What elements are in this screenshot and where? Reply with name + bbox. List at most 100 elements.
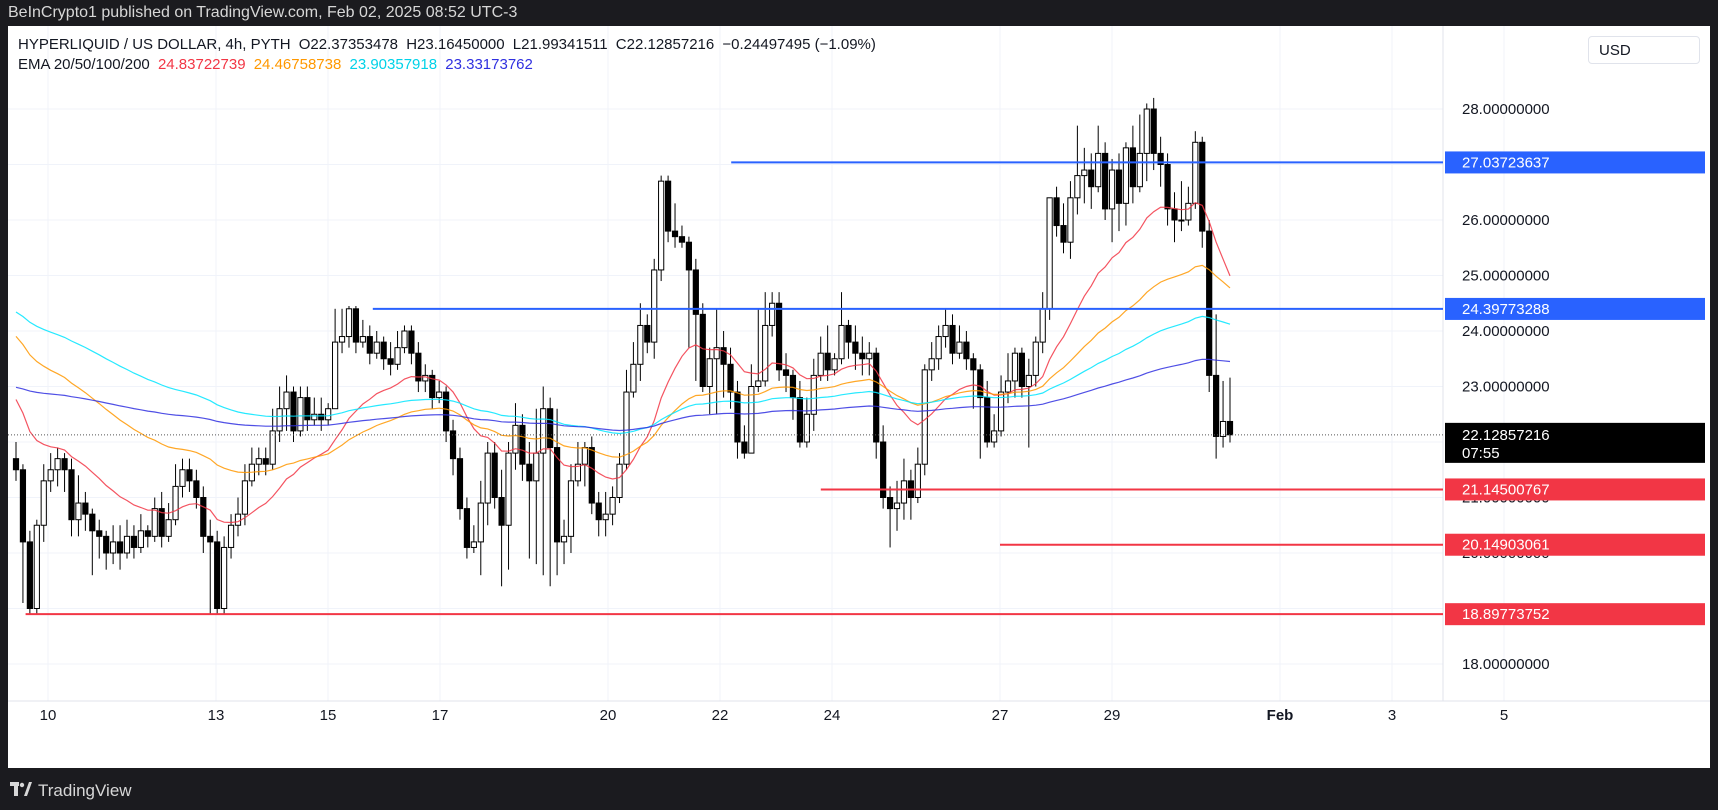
- candle-body: [810, 374, 817, 415]
- candle-body: [526, 463, 533, 482]
- level-tag-label: 27.03723637: [1462, 154, 1550, 171]
- candle-body: [470, 541, 477, 548]
- ema100-value: 23.90357918: [349, 56, 438, 73]
- candle-body: [817, 352, 824, 376]
- candle-body: [914, 463, 921, 499]
- candle-body: [928, 358, 935, 371]
- candle-body: [762, 324, 769, 382]
- candle-body: [1150, 108, 1157, 154]
- close-value: C22.12857216: [615, 36, 715, 53]
- candle-body: [769, 302, 776, 326]
- level-tag-label: 18.89773752: [1462, 606, 1550, 623]
- ema50-line: [15, 264, 1231, 474]
- candle-body: [110, 541, 117, 554]
- candle-body: [900, 480, 908, 504]
- time-tick-label: 13: [208, 707, 225, 724]
- candle-body: [172, 485, 179, 521]
- candle-body: [401, 330, 408, 349]
- candle-body: [866, 352, 873, 360]
- candle-body: [852, 341, 859, 354]
- high-value: H23.16450000: [406, 36, 505, 53]
- candle-body: [963, 341, 970, 360]
- candle-body: [512, 424, 519, 454]
- candle-body: [630, 363, 637, 393]
- candle-body: [970, 358, 977, 371]
- candle-body: [1095, 152, 1102, 188]
- candle-body: [283, 391, 290, 410]
- candle-body: [338, 336, 346, 343]
- candle-body: [193, 480, 200, 499]
- level-tag-label: 21.14500767: [1462, 481, 1550, 498]
- candle-body: [54, 458, 61, 471]
- candle-body: [602, 513, 609, 521]
- candle-body: [186, 469, 193, 482]
- candle-body: [1199, 141, 1206, 232]
- countdown-label: 07:55: [1462, 445, 1500, 462]
- time-tick-label: 3: [1388, 707, 1396, 724]
- candle-body: [824, 352, 831, 371]
- candle-body: [803, 413, 810, 443]
- time-tick-label: 17: [432, 707, 449, 724]
- candle-body: [26, 541, 33, 610]
- footer-brand: TradingView: [38, 781, 132, 800]
- candle-body: [89, 513, 96, 532]
- candle-body: [130, 535, 138, 548]
- candle-body: [547, 408, 554, 449]
- candle-body: [1060, 225, 1067, 243]
- candle-body: [325, 408, 332, 421]
- candle-body: [789, 374, 797, 399]
- candle-body: [873, 352, 880, 443]
- ema200-line: [15, 358, 1231, 432]
- ema-legend: EMA 20/50/100/200 24.83722739 24.4675873…: [18, 56, 537, 73]
- currency-selector[interactable]: USD: [1588, 36, 1700, 64]
- symbol-legend: HYPERLIQUID / US DOLLAR, 4h, PYTH O22.37…: [18, 36, 880, 53]
- candle-body: [311, 413, 318, 421]
- candle-body: [782, 369, 790, 376]
- candle-body: [637, 324, 644, 365]
- candle-body: [137, 530, 144, 548]
- candle-body: [921, 369, 928, 465]
- candle-body: [741, 441, 748, 454]
- candle-body: [664, 180, 672, 232]
- candle-body: [949, 324, 956, 354]
- candle-body: [116, 541, 124, 554]
- candle-body: [1053, 197, 1060, 227]
- publisher-text: BeInCrypto1 published on TradingView.com…: [8, 4, 518, 21]
- time-tick-label: 24: [824, 707, 841, 724]
- candle-body: [40, 480, 47, 526]
- candle-body: [1039, 308, 1046, 343]
- candle-body: [359, 336, 366, 343]
- candle-body: [796, 397, 803, 443]
- candle-body: [1018, 352, 1025, 388]
- candle-body: [748, 386, 755, 454]
- candle-body: [720, 347, 727, 365]
- candle-body: [1157, 152, 1164, 166]
- candle-body: [1164, 164, 1171, 210]
- candle-body: [1025, 374, 1032, 387]
- candle-body: [179, 469, 186, 487]
- candle-body: [456, 458, 464, 510]
- candle-body: [1074, 175, 1081, 199]
- candle-body: [262, 458, 269, 465]
- candle-body: [1213, 374, 1220, 437]
- candle-body: [567, 480, 575, 537]
- candle-body: [956, 341, 963, 354]
- candle-body: [991, 430, 998, 443]
- candle-body: [207, 535, 214, 543]
- chart-panel[interactable]: 18.0000000019.0000000020.0000000021.0000…: [8, 26, 1710, 768]
- candle-body: [616, 463, 623, 499]
- candle-body: [214, 541, 221, 610]
- candle-body: [1122, 147, 1130, 204]
- time-tick-label: 20: [600, 707, 617, 724]
- price-chart[interactable]: 18.0000000019.0000000020.0000000021.0000…: [8, 26, 1710, 768]
- candle-body: [713, 347, 720, 360]
- publisher-bar: BeInCrypto1 published on TradingView.com…: [0, 0, 1718, 26]
- ema100-line: [15, 311, 1231, 435]
- candle-body: [33, 524, 40, 609]
- ema-label: EMA 20/50/100/200: [18, 56, 150, 73]
- candle-body: [366, 336, 373, 354]
- change-value: −0.24497495 (−1.09%): [722, 36, 876, 53]
- candle-body: [1088, 169, 1095, 188]
- candle-body: [1178, 219, 1185, 222]
- time-tick-label: 5: [1500, 707, 1508, 724]
